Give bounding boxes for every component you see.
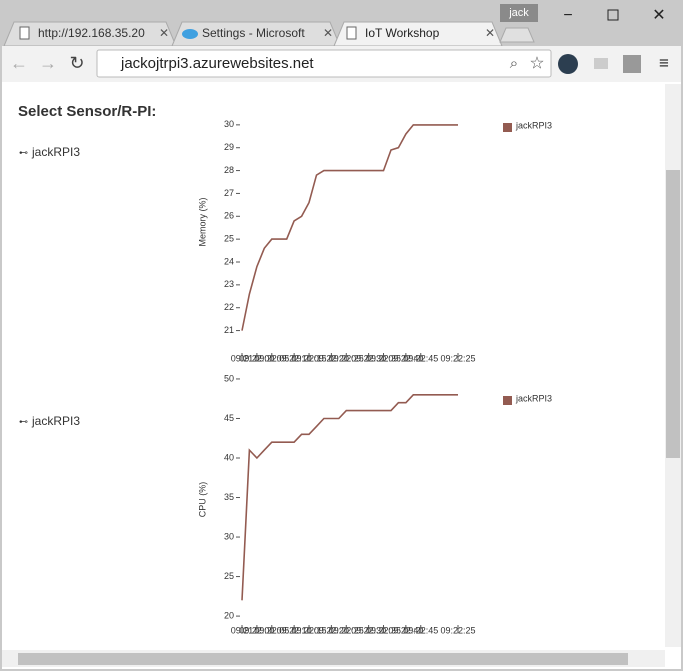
tab-title: Settings - Microsoft [202,26,305,40]
y-tick-label: 25 [224,234,234,244]
x-tick-label: 09:22:20 [314,353,349,363]
data-line [241,124,458,331]
y-tick-label: 24 [224,256,234,266]
x-tick-label: 09:22:25 [329,353,364,363]
data-line [241,394,458,601]
tab-close[interactable]: ✕ [159,26,169,40]
x-tick-label: 09:22:10 [277,353,312,363]
heading: Select Sensor/R-PI: [18,103,156,120]
tab-title: IoT Workshop [365,26,440,40]
x-tick-label: 09:22:30 [351,353,386,363]
legend-swatch [503,396,512,405]
x-tick-label: 09:22:30 [351,625,386,635]
y-tick-label: 30 [224,119,234,129]
y-tick-label: 40 [224,452,234,462]
scroll-thumb[interactable] [18,653,628,665]
back-button[interactable]: ← [10,53,28,73]
reload-button[interactable]: ↻ [69,53,84,73]
x-tick-label: 09:22:25 [440,353,475,363]
x-tick-label: 09:22:40 [388,353,423,363]
x-tick-label: 09:22:35 [366,353,401,363]
maximize-button[interactable] [607,9,619,21]
sensor-item[interactable]: jackRPI3 [31,145,80,159]
address-bar[interactable] [96,49,552,78]
page-icon [19,26,30,40]
x-tick-label: 09:22:35 [366,625,401,635]
y-tick-label: 28 [224,165,234,175]
menu-button[interactable]: ≡ [659,53,669,72]
x-tick-label: 09:22:05 [254,625,289,635]
x-tick-label: 09:22:05 [254,353,289,363]
x-tick-label: 09:22:25 [440,625,475,635]
legend-label: jackRPI3 [515,393,552,403]
y-tick-label: 35 [224,492,234,502]
y-tick-label: 45 [224,413,234,423]
y-tick-label: 29 [224,142,234,152]
x-tick-label: 09:22:40 [388,625,423,635]
y-tick-label: 50 [224,373,234,383]
x-tick-label: 09:22:25 [329,625,364,635]
x-tick-label: 09:22:45 [403,625,438,635]
sensor-icon: ⊷ [19,416,28,426]
x-tick-label: 09:22:00 [239,353,274,363]
user-name: jack [508,7,529,19]
y-axis-label: CPU (%) [197,482,207,518]
x-tick-label: 09:22:45 [403,353,438,363]
url: jackojtrpi3.azurewebsites.net [120,55,314,72]
viewport [2,82,681,669]
x-tick-label: 09:22:15 [292,353,327,363]
x-tick-label: 09:21 [231,353,254,363]
extension-icon[interactable] [558,54,578,74]
tab-close[interactable]: ✕ [485,26,495,40]
tab-close[interactable]: ✕ [323,26,333,40]
new-tab-button[interactable] [499,27,535,43]
sensor-item[interactable]: jackRPI3 [31,414,80,428]
extension-icon[interactable] [623,55,641,73]
x-tick-label: 09:22:10 [277,625,312,635]
y-tick-label: 30 [224,531,234,541]
y-tick-label: 25 [224,571,234,581]
y-axis-label: Memory (%) [197,197,207,246]
user-badge[interactable] [500,4,538,22]
legend-swatch [503,123,512,132]
bookmark-star[interactable]: ☆ [529,53,544,72]
sensor-icon: ⊷ [19,147,28,157]
x-tick-label: 09:22:00 [239,625,274,635]
y-tick-label: 20 [224,610,234,620]
y-tick-label: 27 [224,188,234,198]
extension-icon[interactable] [594,58,608,69]
y-tick-label: 26 [224,211,234,221]
cloud-icon [182,29,198,39]
zoom-icon[interactable]: ⌕ [510,55,518,72]
page-icon [346,26,357,40]
y-tick-label: 21 [224,325,234,335]
close-button[interactable]: ✕ [652,7,665,24]
y-tick-label: 23 [224,279,234,289]
x-tick-label: 09:22:15 [292,625,327,635]
x-tick-label: 09:21 [231,625,254,635]
tab-title: http://192.168.35.20 [38,26,145,40]
forward-button[interactable]: → [39,53,57,73]
scroll-thumb[interactable] [666,170,680,458]
y-tick-label: 22 [224,302,234,312]
minimize-button[interactable]: − [563,7,572,24]
legend-label: jackRPI3 [515,120,552,130]
x-tick-label: 09:22:20 [314,625,349,635]
